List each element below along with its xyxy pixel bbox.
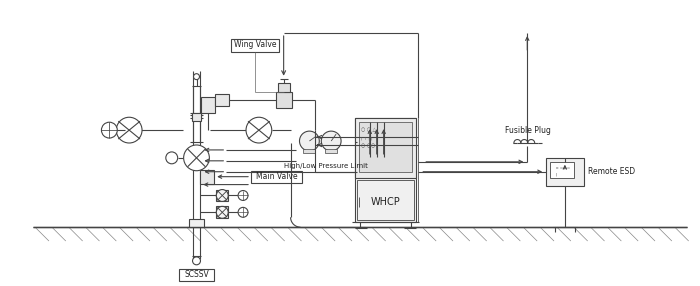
Bar [216, 206, 228, 218]
Bar [357, 180, 414, 220]
Bar [216, 94, 229, 106]
Bar [359, 122, 412, 172]
Bar [304, 149, 315, 153]
Text: | ↑ |||: | ↑ ||| [361, 136, 372, 140]
Text: Main Valve: Main Valve [256, 172, 298, 181]
Text: Fusible Plug: Fusible Plug [505, 126, 551, 135]
Circle shape [116, 117, 142, 143]
Text: Wing Valve: Wing Valve [234, 40, 276, 49]
Bar [192, 113, 202, 121]
Bar [178, 269, 214, 281]
Circle shape [102, 122, 118, 138]
Circle shape [321, 131, 341, 151]
Bar [231, 39, 279, 52]
Text: ○ ○ △: ○ ○ △ [361, 128, 376, 133]
Text: High/Low Pressure Limit: High/Low Pressure Limit [284, 163, 368, 169]
Circle shape [216, 206, 228, 218]
Text: SCSSV: SCSSV [184, 270, 209, 279]
Text: ○ ○○: ○ ○○ [361, 144, 375, 148]
Circle shape [238, 207, 248, 217]
Bar [546, 158, 584, 186]
Bar [355, 118, 416, 178]
Bar [188, 219, 204, 227]
Text: WHCP: WHCP [371, 197, 400, 207]
Bar [550, 162, 574, 178]
Bar [326, 149, 337, 153]
Circle shape [166, 152, 178, 164]
Bar [278, 83, 290, 92]
Text: o ===: o === [556, 166, 570, 170]
Bar [216, 190, 228, 201]
Text: Remote ESD: Remote ESD [588, 167, 635, 176]
Circle shape [216, 190, 228, 201]
Circle shape [300, 131, 319, 151]
Circle shape [193, 74, 199, 80]
Bar [355, 118, 416, 222]
Circle shape [183, 145, 209, 171]
Circle shape [246, 117, 272, 143]
Bar [200, 170, 214, 184]
Bar [276, 92, 292, 108]
Circle shape [238, 190, 248, 200]
Text: |: | [556, 173, 557, 177]
Bar [251, 171, 302, 183]
Circle shape [193, 257, 200, 265]
Bar [202, 98, 216, 113]
